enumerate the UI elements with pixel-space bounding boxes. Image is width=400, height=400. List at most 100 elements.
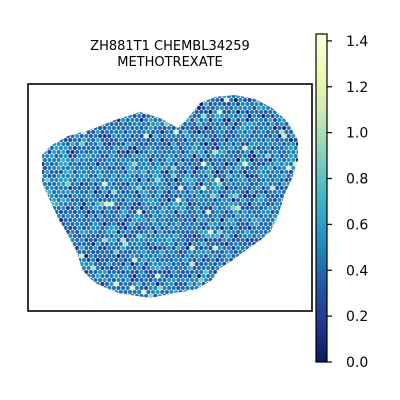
spot: [72, 121, 77, 127]
spot: [203, 149, 208, 155]
spot: [52, 269, 57, 275]
spot: [240, 173, 245, 179]
spot: [194, 221, 199, 227]
spot: [139, 133, 144, 139]
spot: [233, 273, 238, 279]
spot: [229, 161, 234, 167]
spot: [226, 229, 231, 235]
spot: [121, 149, 126, 155]
spot: [206, 249, 211, 255]
spot: [36, 202, 40, 206]
spot: [240, 205, 245, 211]
spot: [162, 245, 167, 251]
spot: [79, 277, 84, 283]
spot: [107, 205, 112, 211]
spot: [279, 241, 284, 247]
spot: [284, 177, 289, 183]
spot: [137, 177, 142, 183]
spot: [233, 233, 238, 239]
spot: [139, 141, 144, 147]
spot: [180, 229, 185, 235]
spot: [72, 185, 77, 191]
spot: [272, 157, 277, 163]
spot: [63, 145, 68, 151]
spot: [157, 245, 162, 251]
spot: [72, 145, 77, 151]
spot: [201, 153, 206, 159]
spot: [192, 265, 197, 271]
spot: [199, 221, 204, 227]
spot: [52, 221, 57, 227]
spot: [139, 269, 144, 275]
spot: [146, 193, 151, 199]
spot: [157, 277, 162, 283]
spot: [77, 129, 82, 135]
spot: [219, 217, 225, 223]
spot: [286, 277, 291, 283]
spot: [68, 265, 73, 271]
spot: [75, 173, 80, 179]
spot: [91, 185, 96, 191]
spot: [219, 241, 225, 247]
spot: [153, 197, 158, 203]
spot: [36, 234, 40, 238]
spot: [84, 245, 89, 251]
spot: [231, 149, 236, 155]
spot: [114, 225, 119, 231]
spot: [173, 209, 179, 215]
spot: [63, 217, 68, 223]
spot: [288, 97, 294, 103]
spot: [185, 189, 190, 195]
spot: [68, 153, 73, 159]
spot: [275, 217, 280, 223]
spot: [146, 201, 151, 207]
spot: [286, 173, 291, 179]
spot: [61, 245, 66, 251]
spot: [42, 97, 45, 103]
spot: [187, 137, 192, 143]
spot: [252, 97, 257, 103]
spot: [84, 277, 89, 283]
spot: [84, 229, 89, 235]
spot: [169, 209, 174, 215]
spot: [84, 213, 89, 219]
spot: [219, 209, 225, 215]
spot: [178, 121, 183, 127]
spot: [125, 189, 130, 195]
spot: [127, 193, 133, 199]
spot: [102, 181, 107, 187]
spot: [153, 133, 158, 139]
spot: [63, 153, 68, 159]
spot: [141, 185, 146, 191]
spot: [215, 201, 220, 207]
spot: [49, 209, 54, 215]
spot: [65, 117, 70, 123]
spot: [268, 117, 273, 123]
spot: [88, 269, 93, 275]
spot: [134, 245, 139, 251]
spot: [261, 161, 266, 167]
spot: [199, 261, 204, 267]
spot: [190, 261, 195, 267]
spot: [295, 213, 298, 219]
spot: [130, 245, 135, 251]
spot: [75, 302, 79, 306]
spot: [291, 157, 296, 163]
spot: [226, 109, 231, 115]
spot: [187, 145, 192, 151]
spot: [270, 209, 275, 215]
spot: [86, 233, 91, 239]
spot: [231, 245, 236, 251]
spot: [291, 101, 296, 107]
spot: [107, 173, 112, 179]
spot: [236, 149, 241, 155]
spot: [298, 154, 302, 158]
spot: [84, 197, 89, 203]
spot: [47, 117, 52, 123]
spot: [224, 257, 229, 263]
spot: [150, 185, 156, 191]
spot: [118, 217, 123, 223]
spot: [201, 217, 206, 223]
spot: [146, 105, 151, 111]
spot: [265, 241, 271, 247]
